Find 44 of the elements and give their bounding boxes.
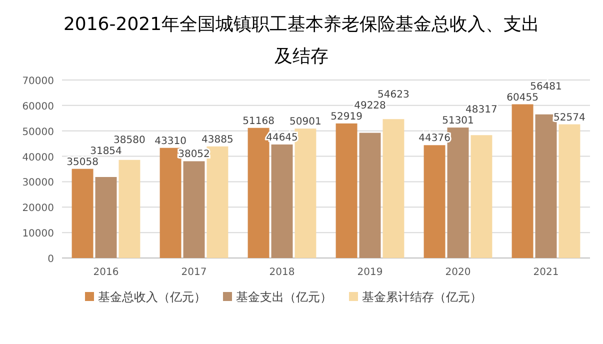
data-label: 43885 xyxy=(202,134,234,146)
data-label: 38580 xyxy=(114,134,146,146)
y-tick-label: 30000 xyxy=(22,178,54,189)
bar xyxy=(512,104,534,258)
legend-label: 基金支出（亿元） xyxy=(236,290,332,304)
data-label: 48317 xyxy=(466,104,498,116)
data-label: 31854 xyxy=(90,146,122,157)
legend-label: 基金累计结存（亿元） xyxy=(362,290,482,304)
data-label: 35058 xyxy=(66,156,98,168)
data-label: 43310 xyxy=(154,136,186,147)
y-tick-label: 60000 xyxy=(22,101,54,112)
bar xyxy=(118,160,140,258)
bar xyxy=(183,161,205,258)
bar xyxy=(95,177,117,258)
bar xyxy=(336,123,358,258)
bar xyxy=(382,119,404,258)
x-tick-label: 2016 xyxy=(93,267,119,278)
y-tick-label: 0 xyxy=(48,254,54,265)
x-tick-label: 2021 xyxy=(533,267,559,278)
legend-label: 基金总收入（亿元） xyxy=(98,290,206,304)
bar xyxy=(271,144,293,258)
data-label: 54623 xyxy=(378,89,410,100)
y-tick-label: 70000 xyxy=(22,76,54,87)
y-tick-label: 20000 xyxy=(22,203,54,214)
bar xyxy=(359,132,381,258)
x-tick-label: 2018 xyxy=(269,267,295,278)
data-label: 51301 xyxy=(442,116,474,127)
x-tick-label: 2020 xyxy=(445,267,471,278)
bar xyxy=(558,124,580,258)
chart-title: 2016-2021年全国城镇职工基本养老保险基金总收入、支出及结存 xyxy=(63,14,540,67)
y-tick-label: 40000 xyxy=(22,152,54,164)
bar xyxy=(72,168,94,258)
data-label: 60455 xyxy=(506,92,538,104)
x-tick-label: 2019 xyxy=(357,267,383,278)
y-tick-label: 50000 xyxy=(22,126,54,138)
data-label: 49228 xyxy=(354,100,386,112)
bar xyxy=(424,145,446,258)
y-tick-label: 10000 xyxy=(22,228,54,240)
bar xyxy=(470,135,492,258)
data-label: 50901 xyxy=(290,116,322,128)
data-label: 56481 xyxy=(530,81,562,92)
x-tick-label: 2017 xyxy=(181,267,207,278)
data-label: 52919 xyxy=(330,111,362,122)
data-label: 51168 xyxy=(242,116,274,127)
